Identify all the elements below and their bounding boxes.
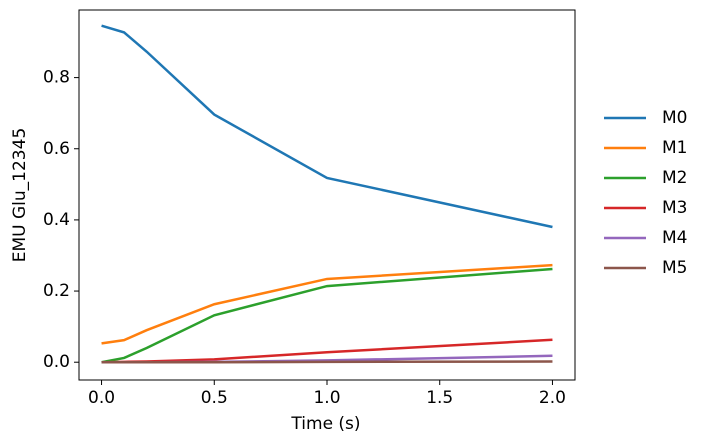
legend-label: M4 [662, 228, 687, 248]
y-axis-label: EMU Glu_12345 [10, 128, 30, 263]
line [101, 24, 553, 229]
legend-label: M2 [662, 168, 687, 188]
y-tick-label: 0.0 [43, 352, 70, 372]
legend-label: M1 [662, 138, 687, 158]
x-tick-label: 2.0 [539, 388, 566, 408]
line [101, 360, 553, 364]
y-tick-label: 0.8 [43, 68, 70, 88]
y-tick-label: 0.2 [43, 281, 70, 301]
legend-label: M3 [662, 198, 687, 218]
line [101, 338, 553, 364]
line [101, 263, 553, 345]
plot-frame [78, 9, 576, 381]
x-tick-label: 0.5 [201, 388, 228, 408]
x-tick-label: 0.0 [88, 388, 115, 408]
legend-label: M0 [662, 108, 687, 128]
legend-label: M5 [662, 258, 687, 278]
x-tick-label: 1.5 [426, 388, 453, 408]
y-tick-label: 0.6 [43, 139, 70, 159]
line [101, 267, 553, 364]
x-tick-label: 1.0 [313, 388, 340, 408]
x-axis-label: Time (s) [290, 414, 360, 434]
y-tick-label: 0.4 [43, 210, 70, 230]
